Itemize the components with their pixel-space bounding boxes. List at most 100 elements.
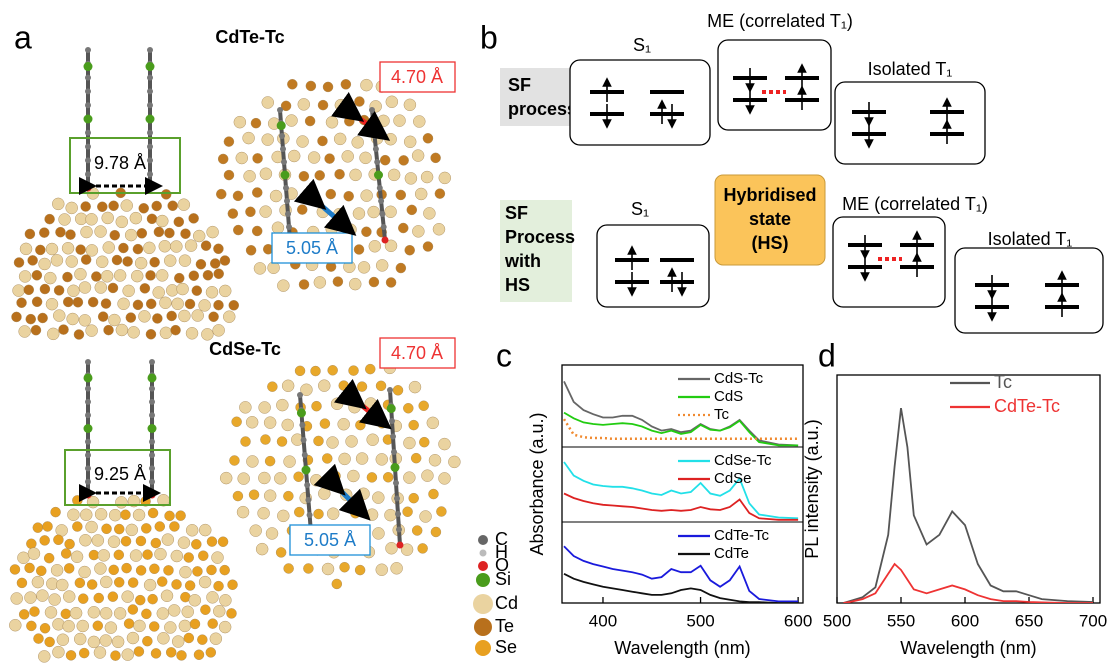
atom <box>284 456 296 468</box>
legend-label: CdTe <box>714 545 749 562</box>
atom <box>85 452 91 458</box>
atom <box>122 563 132 573</box>
atom <box>219 285 231 297</box>
atom <box>234 116 246 128</box>
atom <box>59 325 69 335</box>
spacing-label: 5.05 Å <box>286 238 338 258</box>
atom <box>283 491 293 501</box>
atom <box>85 171 91 177</box>
atom <box>88 636 100 648</box>
atom <box>333 277 343 287</box>
atom <box>134 620 146 632</box>
atom <box>179 255 191 267</box>
atom <box>10 564 20 574</box>
atom <box>164 255 176 267</box>
atom <box>155 522 165 532</box>
atom <box>96 256 108 268</box>
atom <box>98 549 110 561</box>
atom <box>148 508 158 518</box>
atom <box>143 242 155 254</box>
atom <box>213 324 225 336</box>
atom <box>339 453 351 465</box>
atom <box>218 537 228 547</box>
atom <box>409 420 419 430</box>
atom <box>214 300 224 310</box>
atom <box>36 566 46 576</box>
series-line <box>564 381 798 445</box>
atom <box>214 269 224 279</box>
x-tick-label: 650 <box>1015 611 1043 630</box>
atom <box>354 97 364 107</box>
atom <box>302 466 311 475</box>
atom <box>87 579 97 589</box>
atom <box>395 511 401 517</box>
atom <box>323 82 333 92</box>
atom <box>45 637 55 647</box>
atom <box>394 115 406 127</box>
atom <box>56 524 68 536</box>
atom <box>146 329 156 339</box>
atom <box>216 189 226 199</box>
atom <box>322 453 332 463</box>
atom <box>262 134 274 146</box>
x-axis-label: Wavelength (nm) <box>614 638 750 658</box>
atom <box>151 538 161 548</box>
atom <box>11 312 21 322</box>
atom <box>229 456 239 466</box>
atom <box>63 591 75 603</box>
atom <box>86 521 98 533</box>
state-box <box>718 40 831 130</box>
atom <box>396 190 406 200</box>
atom <box>153 286 165 298</box>
atom <box>237 506 249 518</box>
atom <box>185 299 195 309</box>
atom <box>286 224 292 230</box>
atom <box>298 98 310 110</box>
atom <box>9 619 21 631</box>
atom <box>409 381 421 393</box>
atom <box>85 102 91 108</box>
atom <box>19 609 29 619</box>
atom <box>140 283 150 293</box>
atom <box>277 437 287 447</box>
legend-label: CdTe-Tc <box>994 396 1060 416</box>
atom <box>376 453 388 465</box>
atom <box>93 621 103 631</box>
atom <box>311 366 321 376</box>
atom <box>33 634 43 644</box>
atom <box>85 88 91 94</box>
spacing-label: 5.05 Å <box>304 530 356 550</box>
atom <box>167 311 177 321</box>
atom <box>192 566 202 576</box>
atom <box>46 298 58 310</box>
atom <box>421 171 433 183</box>
atom <box>238 473 250 485</box>
atom <box>199 524 211 536</box>
atom <box>284 198 290 204</box>
atom <box>154 227 164 237</box>
atom <box>284 563 294 573</box>
plot-frame <box>562 365 803 603</box>
atom <box>79 282 91 294</box>
plot-frame <box>837 375 1100 603</box>
chart-d: 500550600650700Wavelength (nm)PL intensi… <box>802 372 1107 658</box>
atom <box>123 256 133 266</box>
atom <box>43 521 53 531</box>
atom <box>147 214 157 224</box>
atom <box>71 551 83 563</box>
atom <box>206 565 216 575</box>
atom <box>161 189 171 199</box>
atom <box>44 553 54 563</box>
atom <box>152 201 162 211</box>
atom <box>62 272 72 282</box>
atom <box>276 547 286 557</box>
atom <box>328 365 338 375</box>
atom <box>95 508 107 520</box>
atom <box>277 107 283 113</box>
atom <box>201 241 211 251</box>
atom <box>312 401 322 411</box>
atom <box>17 578 27 588</box>
atom <box>335 169 345 179</box>
atom <box>297 136 309 148</box>
atom <box>26 621 36 631</box>
